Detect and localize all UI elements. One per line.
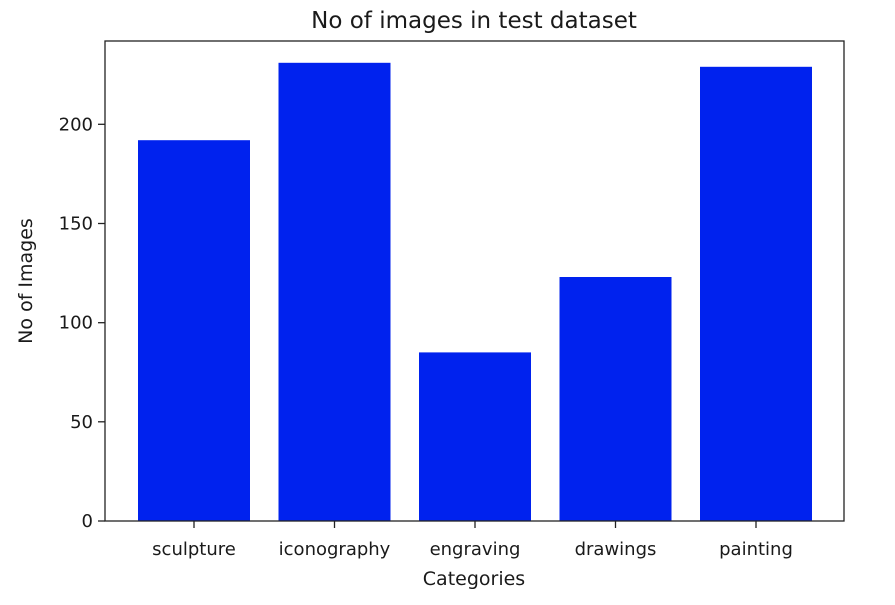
bar-drawings [559, 277, 672, 521]
y-tick-label: 200 [59, 114, 93, 135]
x-tick-label-drawings: drawings [575, 539, 657, 560]
y-tick-label: 0 [82, 511, 93, 532]
y-tick-label: 50 [70, 412, 93, 433]
bar-painting [700, 66, 812, 522]
y-axis-ticks: 0 50 100 150 200 [59, 114, 105, 532]
bar-iconography [278, 62, 391, 522]
y-axis-label: No of Images [15, 218, 37, 344]
y-tick-label: 150 [59, 214, 93, 235]
y-tick-label: 100 [59, 313, 93, 334]
x-axis-ticks: sculpture iconography engraving drawings pai… [152, 521, 793, 560]
chart-title: No of images in test dataset [311, 8, 637, 34]
x-tick-label-iconography: iconography [279, 539, 391, 560]
plot-frame [104, 40, 845, 522]
x-tick-label-painting: painting [719, 539, 793, 560]
x-axis-label: Categories [423, 568, 525, 590]
x-tick-label-sculpture: sculpture [152, 539, 236, 560]
bars-group [138, 62, 812, 522]
x-tick-label-engraving: engraving [430, 539, 521, 560]
bar-sculpture [138, 140, 250, 521]
bar-engraving [419, 352, 531, 521]
